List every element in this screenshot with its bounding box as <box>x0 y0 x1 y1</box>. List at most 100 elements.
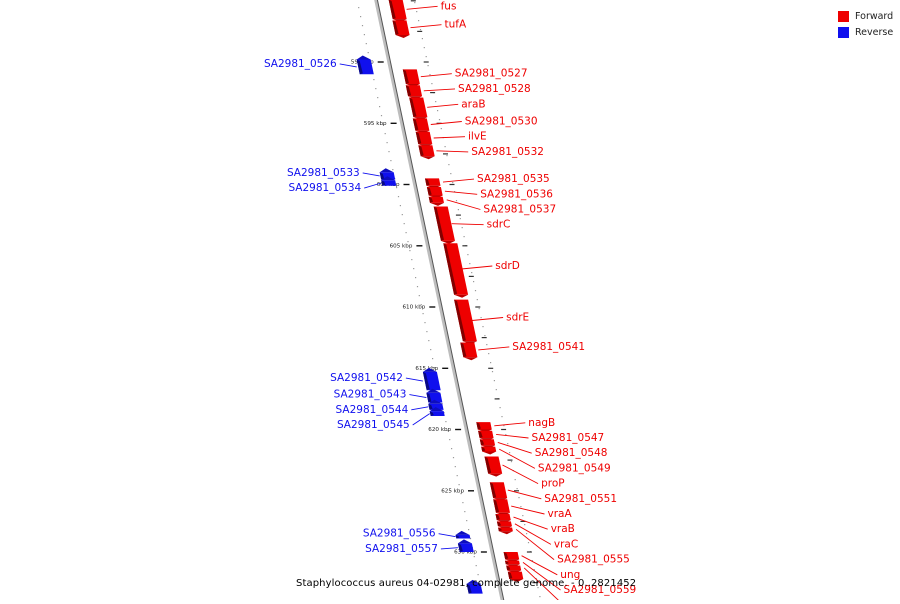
left-guide-dot <box>454 466 456 468</box>
scale-tick-label: 620 kbp <box>428 427 451 433</box>
gene-arrow-tip <box>428 399 443 404</box>
left-guide-dot <box>409 250 411 252</box>
gene-block-shadow <box>493 499 499 513</box>
gene-leader-line <box>521 555 558 576</box>
gene-leader-line <box>494 422 526 427</box>
left-guide-dot <box>373 79 375 81</box>
right-guide-dot <box>418 20 420 22</box>
gene-block-shadow <box>466 583 472 594</box>
left-guide-dot <box>418 295 420 297</box>
right-guide-dot <box>531 560 533 562</box>
gene-block-shadow <box>379 172 385 180</box>
right-guide-dot <box>467 254 469 256</box>
genome-caption: Staphylococcus aureus 04-02981, complete… <box>296 578 637 589</box>
right-guide-dot <box>493 380 495 382</box>
gene-arrow-tip <box>509 579 524 582</box>
gene-block-shadow <box>476 422 481 430</box>
left-guide-dot <box>397 196 400 198</box>
left-guide-dot <box>430 349 432 351</box>
scale-tick-label: 595 kbp <box>364 121 387 127</box>
left-guide-dot <box>399 205 401 207</box>
gene-label: tufA <box>445 19 467 31</box>
gene-label: SA2981_0533 <box>287 167 360 179</box>
left-guide-dot <box>456 475 458 477</box>
gene-leader-line <box>511 505 545 515</box>
gene-leader-line <box>523 567 564 604</box>
right-guide-dot <box>473 281 475 283</box>
gene-leader-line <box>364 182 382 189</box>
gene-leader-line <box>513 516 548 530</box>
right-guide-dot <box>490 362 492 364</box>
gene-block-shadow <box>506 565 511 571</box>
gene-leader-line <box>502 464 539 484</box>
left-guide-dot <box>473 556 475 558</box>
scale-tick-label: 630 kbp <box>454 550 477 556</box>
gene-label: SA2981_0532 <box>471 146 544 158</box>
gene-leader-line <box>423 88 456 92</box>
gene-leader-line <box>405 377 423 382</box>
left-guide-dot <box>462 502 464 504</box>
gene-label: SA2981_0526 <box>264 58 337 70</box>
gene-leader-line <box>427 103 459 108</box>
left-guide-dot <box>358 7 360 9</box>
gene-block-shadow <box>481 446 486 452</box>
left-guide-dot <box>458 484 460 486</box>
right-guide-dot <box>495 389 497 391</box>
gene-block-shadow <box>425 178 430 186</box>
left-guide-dot <box>452 457 455 459</box>
forward-swatch <box>838 11 849 22</box>
gene-arrow-tip <box>420 156 435 160</box>
right-guide-dot <box>423 47 425 49</box>
gene-arrow-tip <box>429 407 444 412</box>
left-guide-dot <box>384 133 386 135</box>
gene-block-shadow <box>479 439 485 446</box>
gene-block-shadow <box>478 430 483 439</box>
gene-leader-line <box>472 317 504 321</box>
genome-backbone <box>374 0 505 604</box>
reverse-swatch <box>838 27 849 38</box>
gene-arrow-tip <box>430 202 444 206</box>
right-guide-dot <box>461 227 463 229</box>
right-guide-dot <box>419 29 422 31</box>
gene-label: SA2981_0545 <box>337 419 410 431</box>
left-guide-dot <box>426 331 428 333</box>
scale-tick-label: 610 kbp <box>403 305 426 311</box>
strand-legend: Forward Reverse <box>838 9 893 41</box>
gene-block-shadow <box>498 527 502 532</box>
right-guide-dot <box>491 371 494 373</box>
gene-leader-line <box>339 63 357 68</box>
gene-label: SA2981_0549 <box>538 462 611 474</box>
right-guide-dot <box>425 56 427 58</box>
left-guide-dot <box>386 142 388 144</box>
gene-leader-line <box>446 199 481 210</box>
gene-block-shadow <box>426 392 432 403</box>
gene-label: sdrE <box>506 312 529 324</box>
gene-leader-line <box>433 136 466 139</box>
left-guide-dot <box>475 565 477 567</box>
gene-label: vraC <box>554 538 578 550</box>
right-guide-dot <box>520 506 522 508</box>
left-guide-dot <box>466 520 468 522</box>
gene-block-shadow <box>422 371 430 391</box>
gene-block <box>454 299 477 342</box>
gene-arrow-tip <box>395 35 410 38</box>
gene-leader-line <box>442 178 475 183</box>
gene-leader-line <box>522 562 561 591</box>
left-guide-dot <box>388 151 390 153</box>
left-guide-dot <box>360 16 362 18</box>
gene-block <box>455 534 471 539</box>
gene-leader-line <box>362 172 380 177</box>
gene-block-shadow <box>356 59 363 75</box>
left-guide-dot <box>405 232 407 234</box>
gene-label: vraB <box>551 523 575 535</box>
right-guide-dot <box>427 65 429 67</box>
right-guide-dot <box>499 407 501 409</box>
gene-block-shadow <box>507 571 513 579</box>
gene-block-shadow <box>443 243 458 295</box>
right-guide-dot <box>429 74 431 76</box>
gene-label: SA2981_0547 <box>532 432 605 444</box>
right-guide-dot <box>450 173 452 175</box>
gene-leader-line <box>409 394 427 399</box>
right-guide-dot <box>505 434 507 436</box>
